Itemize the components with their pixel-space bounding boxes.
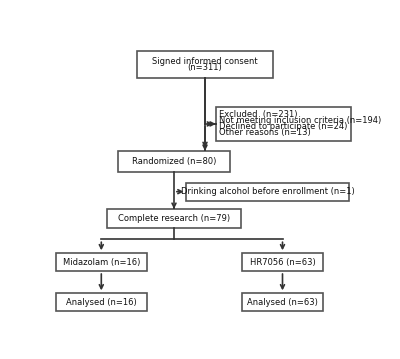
Text: Not meeting inclusion criteria (n=194): Not meeting inclusion criteria (n=194) xyxy=(219,116,381,125)
FancyBboxPatch shape xyxy=(137,51,273,78)
Text: (n=311): (n=311) xyxy=(188,63,222,72)
FancyBboxPatch shape xyxy=(216,107,351,141)
Text: Analysed (n=16): Analysed (n=16) xyxy=(66,298,137,307)
Text: Declined to participate (n=24): Declined to participate (n=24) xyxy=(219,122,347,131)
FancyBboxPatch shape xyxy=(107,209,241,228)
FancyBboxPatch shape xyxy=(56,293,147,311)
Text: Complete research (n=79): Complete research (n=79) xyxy=(118,214,230,223)
FancyBboxPatch shape xyxy=(56,253,147,271)
Text: Randomized (n=80): Randomized (n=80) xyxy=(132,157,216,166)
Text: Drinking alcohol before enrollment (n=1): Drinking alcohol before enrollment (n=1) xyxy=(181,187,355,196)
Text: Excluded  (n=231): Excluded (n=231) xyxy=(219,111,298,120)
FancyBboxPatch shape xyxy=(242,253,323,271)
FancyBboxPatch shape xyxy=(242,293,323,311)
FancyBboxPatch shape xyxy=(186,183,349,201)
FancyBboxPatch shape xyxy=(118,151,230,172)
Text: Signed informed consent: Signed informed consent xyxy=(152,57,258,66)
Text: Analysed (n=63): Analysed (n=63) xyxy=(247,298,318,307)
Text: HR7056 (n=63): HR7056 (n=63) xyxy=(250,258,315,267)
Text: Midazolam (n=16): Midazolam (n=16) xyxy=(63,258,140,267)
Text: Other reasons (n=13): Other reasons (n=13) xyxy=(219,129,311,137)
